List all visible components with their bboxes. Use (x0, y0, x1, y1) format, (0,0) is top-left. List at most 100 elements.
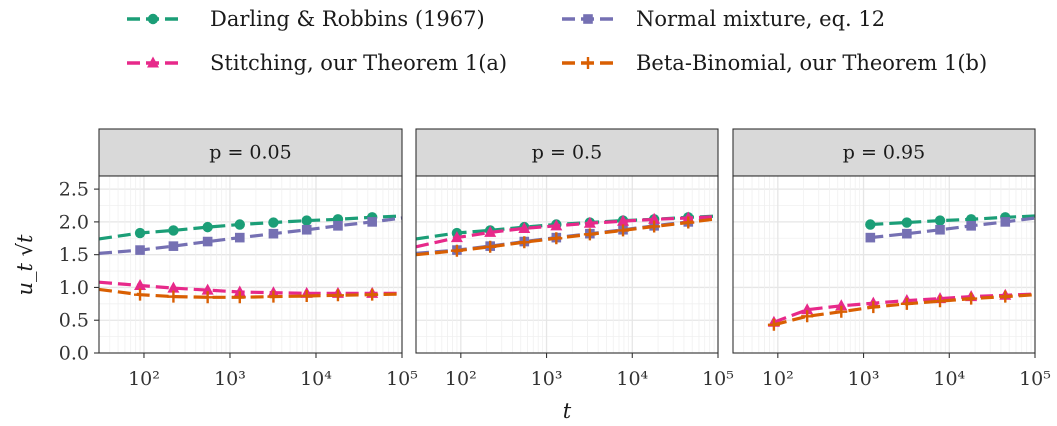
data-point (134, 227, 146, 239)
data-point (168, 225, 179, 236)
data-point (865, 219, 876, 230)
data-point (484, 225, 497, 237)
data-point (934, 215, 946, 226)
facet-label: p = 0.05 (209, 142, 291, 164)
x-axis-ticks: 10² 10³ 10⁴ 10⁵ (762, 353, 1051, 390)
data-point (201, 283, 214, 295)
data-point (167, 281, 180, 293)
data-point (450, 231, 463, 243)
legend-key (127, 56, 179, 68)
data-point (648, 212, 661, 224)
panel-p-0-05: p = 0.05 10² 10³ 10⁴ 10⁵ (98, 128, 418, 390)
panel-border (732, 175, 1036, 354)
x-axis-ticks: 10² 10³ 10⁴ 10⁵ (445, 353, 734, 390)
series-line (415, 217, 719, 257)
data-point (233, 285, 246, 297)
y-axis-title: u_t √t (13, 234, 37, 296)
legend-item-normal-mixture-eq-12: Normal mixture, eq. 12 (562, 7, 885, 31)
data-point (900, 297, 913, 310)
y-tick-label: 2.0 (59, 211, 89, 233)
legend-item-beta-binomial-our-theorem-1-b: Beta-Binomial, our Theorem 1(b) (562, 51, 987, 75)
data-point (867, 301, 880, 314)
x-tick-label: 10³ (214, 368, 246, 390)
data-point (234, 219, 245, 230)
data-point (135, 245, 145, 255)
data-point (331, 289, 344, 302)
panel-border (98, 175, 403, 354)
data-point (583, 228, 596, 241)
series-beta-binomial-our-theorem-1-b (98, 287, 403, 304)
data-point (617, 214, 630, 226)
y-tick-label: 0.5 (59, 310, 89, 332)
series-line (415, 215, 719, 249)
legend: Darling & Robbins (1967) Normal mixture, … (127, 7, 987, 75)
data-point (268, 217, 279, 228)
legend-label: Darling & Robbins (1967) (210, 7, 485, 31)
x-tick-label: 10³ (848, 368, 880, 390)
data-point (234, 232, 245, 243)
data-point (835, 305, 848, 318)
x-tick-label: 10² (762, 368, 794, 390)
data-point (682, 216, 695, 229)
facet-strip: p = 0.5 (415, 128, 719, 177)
x-tick-label: 10² (445, 368, 477, 390)
facet-strip: p = 0.05 (98, 128, 403, 177)
data-point (801, 310, 814, 323)
y-tick-label: 1.0 (59, 277, 89, 299)
data-point (366, 288, 379, 301)
data-point (999, 290, 1012, 303)
x-tick-label: 10³ (531, 368, 563, 390)
legend-label: Normal mixture, eq. 12 (636, 7, 885, 31)
y-axis: 0.0 0.5 1.0 1.5 2.0 2.5 (59, 179, 99, 365)
data-point (935, 224, 945, 235)
data-point (583, 216, 596, 228)
series-line (98, 216, 403, 255)
data-point (267, 290, 280, 303)
data-point (550, 232, 563, 245)
panel-p-0-5: p = 0.5 10² 10³ 10⁴ 10⁵ (415, 128, 734, 390)
series-beta-binomial-our-theorem-1-b (767, 290, 1036, 331)
x-tick-label: 10⁴ (616, 368, 648, 390)
data-point (1000, 217, 1011, 227)
x-tick-label: 10⁴ (933, 368, 965, 390)
data-point (965, 292, 978, 305)
data-point (484, 240, 497, 253)
x-axis-title: t (563, 399, 572, 423)
data-point (233, 291, 246, 304)
legend-marker-plus (582, 57, 594, 69)
data-point (648, 220, 661, 233)
y-tick-label: 0.0 (59, 343, 89, 365)
facet-label: p = 0.5 (532, 142, 602, 164)
data-point (202, 236, 213, 247)
legend-marker-square (583, 14, 593, 24)
legend-label: Stitching, our Theorem 1(a) (210, 51, 507, 75)
data-point (301, 224, 312, 235)
y-tick-label: 1.5 (59, 244, 89, 266)
data-point (367, 217, 377, 227)
data-point (901, 217, 913, 228)
series-stitching-our-theorem-1-a (415, 211, 719, 249)
data-point (518, 236, 531, 249)
data-point (902, 228, 912, 239)
data-point (767, 318, 780, 331)
series-normal-mixture-eq-12 (865, 216, 1036, 243)
x-tick-label: 10⁵ (702, 368, 734, 390)
series-line (870, 216, 1036, 240)
data-point (934, 295, 947, 308)
data-point (518, 221, 531, 233)
x-axis-ticks: 10² 10³ 10⁴ 10⁵ (128, 353, 418, 390)
data-point (550, 219, 563, 231)
series-beta-binomial-our-theorem-1-b (415, 216, 719, 257)
data-point (268, 228, 279, 239)
series-line (98, 287, 403, 299)
panel-border (415, 175, 719, 354)
legend-marker-circle (147, 13, 159, 25)
series-line (98, 214, 403, 241)
data-point (865, 232, 876, 243)
series-normal-mixture-eq-12 (98, 216, 403, 255)
data-point (835, 299, 848, 311)
x-tick-label: 10⁵ (1019, 368, 1051, 390)
gridlines (732, 176, 1036, 354)
legend-key (562, 57, 614, 69)
